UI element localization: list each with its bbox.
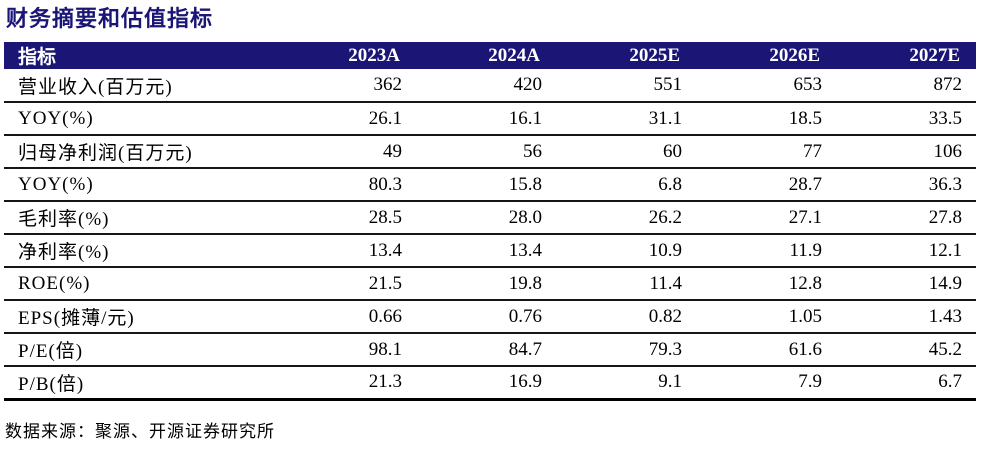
cell-value: 28.7	[788, 173, 822, 195]
cell-value: 31.1	[648, 107, 682, 129]
row-label: P/B(倍)	[18, 373, 85, 395]
cell-value: 21.5	[368, 272, 402, 294]
row-label: 营业收入(百万元)	[18, 76, 173, 98]
table-header-row: 指标 2023A 2024A 2025E 2026E 2027E	[4, 42, 976, 69]
page-title: 财务摘要和估值指标	[6, 6, 214, 31]
header-cell-year: 2025E	[556, 42, 696, 69]
cell-value: 6.7	[938, 371, 962, 393]
cell-value: 106	[933, 140, 963, 162]
cell-value: 15.8	[508, 173, 542, 195]
cell-value: 28.5	[368, 206, 402, 228]
cell-value: 18.5	[788, 107, 822, 129]
cell-value: 28.0	[508, 206, 542, 228]
cell-value: 13.4	[368, 239, 402, 261]
cell-value: 98.1	[368, 338, 402, 360]
cell-value: 26.2	[648, 206, 682, 228]
header-cell-year: 2027E	[836, 42, 976, 69]
cell-value: 0.76	[508, 305, 542, 327]
table-row: P/B(倍) 21.3 16.9 9.1 7.9 6.7	[4, 366, 976, 399]
cell-value: 653	[793, 74, 823, 95]
financial-summary-table: 指标 2023A 2024A 2025E 2026E 2027E 营业收入(百万…	[4, 42, 976, 401]
cell-value: 79.3	[648, 338, 682, 360]
cell-value: 49	[383, 140, 402, 162]
header-cell-year: 2026E	[696, 42, 836, 69]
cell-value: 56	[523, 140, 542, 162]
table-body: 营业收入(百万元) 362 420 551 653 872 YOY(%) 26.1 16.1 31…	[4, 69, 976, 399]
cell-value: 11.4	[649, 272, 682, 294]
cell-value: 33.5	[928, 107, 962, 129]
row-label: 毛利率(%)	[18, 209, 110, 230]
table-header: 指标 2023A 2024A 2025E 2026E 2027E	[4, 42, 976, 69]
cell-value: 36.3	[928, 173, 962, 195]
row-label: EPS(摊薄/元)	[18, 308, 135, 329]
cell-value: 6.8	[658, 173, 682, 195]
cell-value: 9.1	[658, 371, 682, 393]
table-row: YOY(%) 80.3 15.8 6.8 28.7 36.3	[4, 168, 976, 201]
cell-value: 0.66	[368, 305, 402, 327]
cell-value: 14.9	[928, 272, 962, 294]
cell-value: 45.2	[928, 338, 962, 360]
cell-value: 872	[933, 74, 963, 95]
cell-value: 7.9	[798, 371, 822, 393]
cell-value: 21.3	[368, 371, 402, 393]
cell-value: 0.82	[648, 305, 682, 327]
cell-value: 1.43	[928, 305, 962, 327]
cell-value: 61.6	[788, 338, 822, 360]
cell-value: 11.9	[789, 239, 822, 261]
table-row: 净利率(%) 13.4 13.4 10.9 11.9 12.1	[4, 234, 976, 267]
cell-value: 27.1	[788, 206, 822, 228]
header-cell-year: 2023A	[276, 42, 416, 69]
cell-value: 1.05	[788, 305, 822, 327]
table-row: 毛利率(%) 28.5 28.0 26.2 27.1 27.8	[4, 201, 976, 234]
table-row: EPS(摊薄/元) 0.66 0.76 0.82 1.05 1.43	[4, 300, 976, 333]
data-source-note: 数据来源：聚源、开源证券研究所	[5, 421, 275, 441]
cell-value: 420	[513, 74, 543, 95]
cell-value: 77	[803, 140, 822, 162]
row-label: YOY(%)	[18, 173, 94, 195]
cell-value: 27.8	[928, 206, 962, 228]
cell-value: 19.8	[508, 272, 542, 294]
table-row: ROE(%) 21.5 19.8 11.4 12.8 14.9	[4, 267, 976, 300]
cell-value: 16.1	[508, 107, 542, 129]
cell-value: 13.4	[508, 239, 542, 261]
cell-value: 80.3	[368, 173, 402, 195]
cell-value: 10.9	[648, 239, 682, 261]
cell-value: 12.1	[928, 239, 962, 261]
table-row: YOY(%) 26.1 16.1 31.1 18.5 33.5	[4, 102, 976, 135]
table-row: P/E(倍) 98.1 84.7 79.3 61.6 45.2	[4, 333, 976, 366]
row-label: 归母净利润(百万元)	[18, 143, 193, 164]
cell-value: 60	[663, 140, 682, 162]
cell-value: 16.9	[508, 371, 542, 393]
row-label: ROE(%)	[18, 272, 91, 294]
cell-value: 84.7	[508, 338, 542, 360]
cell-value: 551	[653, 74, 683, 95]
table-row: 归母净利润(百万元) 49 56 60 77 106	[4, 135, 976, 168]
header-cell-year: 2024A	[416, 42, 556, 69]
row-label: P/E(倍)	[18, 341, 84, 362]
cell-value: 26.1	[368, 107, 402, 129]
row-label: 净利率(%)	[18, 242, 110, 263]
header-cell-metric: 指标	[4, 42, 276, 69]
table-row: 营业收入(百万元) 362 420 551 653 872	[4, 69, 976, 102]
row-label: YOY(%)	[18, 107, 94, 129]
cell-value: 12.8	[788, 272, 822, 294]
cell-value: 362	[373, 74, 403, 95]
